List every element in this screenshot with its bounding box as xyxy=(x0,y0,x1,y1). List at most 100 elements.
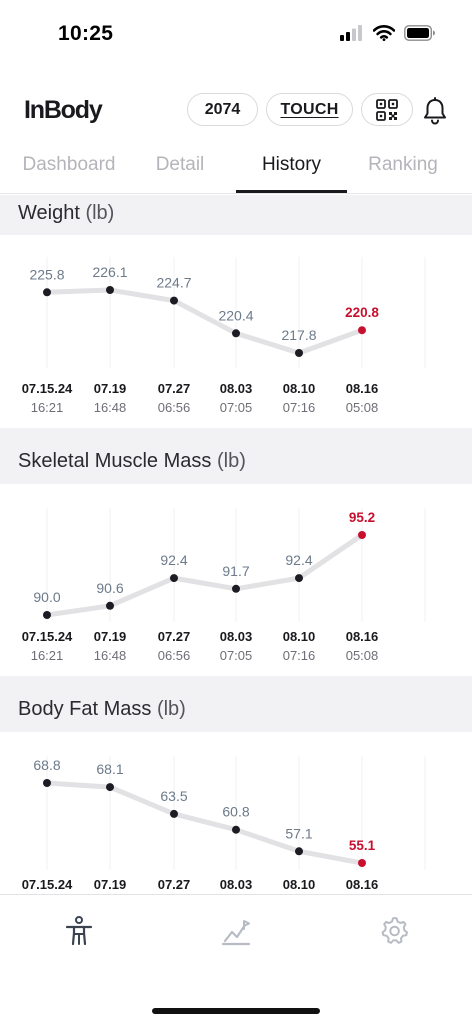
weight-title-text: Weight xyxy=(18,202,80,224)
bfm-section-header: Body Fat Mass (lb) xyxy=(0,676,472,732)
time-label: 05:08 xyxy=(346,400,379,415)
time-label: 07:05 xyxy=(220,400,253,415)
time-label: 07:05 xyxy=(220,648,253,663)
smm-section-title: Skeletal Muscle Mass (lb) xyxy=(18,450,246,473)
value-label: 217.8 xyxy=(281,327,316,343)
value-label: 225.8 xyxy=(29,266,64,282)
data-point xyxy=(106,783,114,792)
value-label: 92.4 xyxy=(160,552,187,568)
touch-button[interactable]: TOUCH xyxy=(266,93,353,126)
value-label: 57.1 xyxy=(285,825,312,841)
series-line xyxy=(44,780,365,866)
time-label: 05:08 xyxy=(346,648,379,663)
wifi-icon xyxy=(373,25,395,41)
smm-unit-text: (lb) xyxy=(216,450,246,472)
status-time: 10:25 xyxy=(58,22,114,45)
bell-icon xyxy=(424,97,446,125)
value-label: 90.0 xyxy=(33,589,60,605)
count-badge-button[interactable]: 2074 xyxy=(187,93,258,126)
time-label: 16:48 xyxy=(94,400,127,415)
data-point xyxy=(106,601,114,610)
value-label: 226.1 xyxy=(92,264,127,280)
date-label: 07.15.24 xyxy=(22,381,73,396)
tab-dashboard[interactable]: Dashboard xyxy=(22,154,116,175)
value-label: 63.5 xyxy=(160,788,187,804)
smm-section-header: Skeletal Muscle Mass (lb) xyxy=(0,428,472,484)
date-label: 07.15.24 xyxy=(22,877,73,892)
home-indicator xyxy=(152,1008,320,1014)
weight-section-header: Weight (lb) xyxy=(0,195,472,235)
time-label: 16:21 xyxy=(31,400,64,415)
value-label: 60.8 xyxy=(222,804,249,820)
chart-trend-icon xyxy=(221,920,251,946)
latest-data-point xyxy=(358,859,366,867)
tab-detail[interactable]: Detail xyxy=(155,154,205,175)
qr-code-icon xyxy=(376,98,398,121)
latest-value-label: 55.1 xyxy=(349,838,376,853)
data-point xyxy=(232,329,240,338)
value-label: 92.4 xyxy=(285,552,312,568)
data-point xyxy=(170,574,178,583)
data-point xyxy=(43,779,51,787)
time-label: 06:56 xyxy=(158,400,191,415)
notification-bell-button[interactable] xyxy=(422,97,448,125)
date-label: 08.16 xyxy=(346,629,379,644)
tab-ranking[interactable]: Ranking xyxy=(368,154,438,175)
value-label: 68.1 xyxy=(96,761,123,777)
weight-unit-text: (lb) xyxy=(85,202,115,224)
touch-button-label: TOUCH xyxy=(280,100,339,118)
settings-gear-icon xyxy=(381,917,408,944)
date-label: 07.19 xyxy=(94,629,127,644)
latest-data-point xyxy=(358,531,366,539)
smm-title-text: Skeletal Muscle Mass xyxy=(18,450,212,472)
value-label: 224.7 xyxy=(156,275,191,291)
status-icons xyxy=(340,25,436,41)
time-label: 06:56 xyxy=(158,648,191,663)
nav-settings-button[interactable] xyxy=(374,913,414,949)
date-label: 08.10 xyxy=(283,629,316,644)
status-bar: 10:25 xyxy=(0,0,472,64)
time-label: 07:16 xyxy=(283,400,316,415)
date-label: 07.27 xyxy=(158,877,191,892)
tab-history[interactable]: History xyxy=(261,154,322,175)
body-figure-icon xyxy=(65,916,93,946)
count-badge-label: 2074 xyxy=(204,100,241,118)
latest-value-label: 220.8 xyxy=(345,305,379,320)
data-point xyxy=(170,296,178,305)
data-point xyxy=(43,611,51,619)
time-label: 07:16 xyxy=(283,648,316,663)
date-label: 07.19 xyxy=(94,877,127,892)
series-line xyxy=(44,532,365,618)
data-point xyxy=(170,809,178,818)
data-point xyxy=(43,288,51,297)
tab-bar: Dashboard Detail History Ranking xyxy=(0,146,472,194)
bfm-title-text: Body Fat Mass xyxy=(18,698,152,720)
date-label: 08.10 xyxy=(283,381,316,396)
data-point xyxy=(232,584,240,593)
value-label: 68.8 xyxy=(33,757,60,773)
bfm-unit-text: (lb) xyxy=(156,698,186,720)
date-label: 08.16 xyxy=(346,381,379,396)
qr-code-button[interactable] xyxy=(361,93,413,126)
date-label: 07.15.24 xyxy=(22,629,73,644)
latest-value-label: 95.2 xyxy=(349,510,375,525)
value-label: 220.4 xyxy=(218,307,253,323)
body-fat-history-chart[interactable]: 68.8 68.1 63.5 60.8 57.1 55.1 07.15.24 07.19 07.… xyxy=(0,732,472,894)
data-point xyxy=(295,349,303,357)
date-label: 08.03 xyxy=(220,877,253,892)
app-header: InBody 2074 TOUCH xyxy=(0,84,472,136)
skeletal-muscle-history-chart[interactable]: 90.0 90.6 92.4 91.7 92.4 95.2 07.15.24 07.19 07.… xyxy=(0,484,472,676)
date-label: 07.19 xyxy=(94,381,127,396)
data-point xyxy=(106,286,114,294)
data-point xyxy=(295,847,303,856)
data-point xyxy=(295,574,303,583)
weight-history-chart[interactable]: 225.8 226.1 224.7 220.4 217.8 220.8 07.15.24 07… xyxy=(0,235,472,428)
date-label: 08.10 xyxy=(283,877,316,892)
active-tab-indicator xyxy=(236,190,347,193)
nav-body-button[interactable] xyxy=(59,913,99,949)
value-label: 90.6 xyxy=(96,580,123,596)
cellular-signal-icon xyxy=(340,25,362,41)
date-label: 07.27 xyxy=(158,629,191,644)
time-label: 16:21 xyxy=(31,648,64,663)
nav-trend-button[interactable] xyxy=(216,913,256,949)
